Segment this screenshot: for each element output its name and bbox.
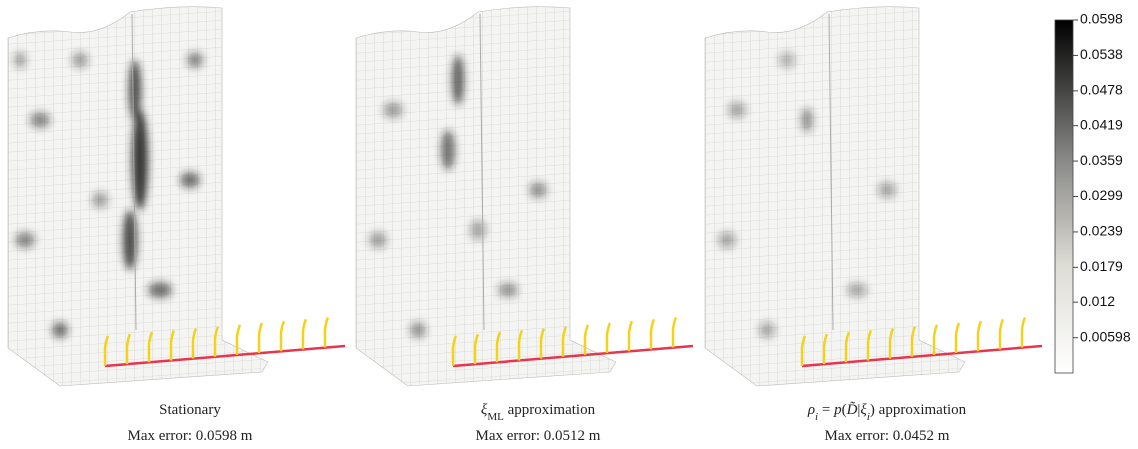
sensor — [259, 323, 262, 353]
error-blob — [441, 130, 455, 170]
caption-part: approximation — [504, 402, 596, 418]
error-blob — [180, 172, 200, 188]
sensor — [281, 321, 284, 351]
error-blob — [92, 192, 108, 208]
error-blob — [452, 55, 464, 105]
caption-part: ) approximation — [870, 402, 967, 418]
sensor — [1000, 319, 1003, 349]
caption: ρi = p(D̃|ξi) approximation — [807, 402, 967, 423]
colorbar-label: 0.0359 — [1080, 152, 1123, 168]
colorbar-label: 0.0239 — [1080, 223, 1123, 239]
caption-part: Stationary — [159, 402, 221, 418]
error-blob — [30, 112, 50, 128]
error-blob — [498, 283, 518, 297]
sensor — [651, 319, 654, 349]
surface-render — [356, 7, 693, 386]
colorbar-label: 0.012 — [1080, 293, 1115, 309]
sensor — [607, 323, 610, 353]
error-blob — [369, 232, 387, 248]
sensor — [978, 321, 981, 351]
colorbar-label: 0.0299 — [1080, 187, 1123, 203]
error-blob — [728, 102, 746, 118]
caption-part: ML — [487, 411, 504, 423]
sensor — [1022, 318, 1025, 348]
error-blob — [52, 322, 68, 338]
figure: Stationary Max error: 0.0598 m ξML approxi… — [0, 0, 1138, 449]
colorbar-label: 0.0179 — [1080, 258, 1123, 274]
surface — [705, 7, 965, 386]
error-blob — [72, 52, 88, 68]
error-blob — [801, 108, 813, 132]
error-blob — [15, 232, 35, 248]
colorbar-label: 0.0419 — [1080, 116, 1123, 132]
error-blob — [14, 52, 26, 68]
sensor — [673, 318, 676, 348]
colorbar-label: 0.0478 — [1080, 82, 1123, 98]
error-blob — [529, 182, 547, 198]
error-blob — [779, 52, 795, 68]
caption: Stationary — [159, 402, 221, 418]
colorbar — [1055, 20, 1073, 373]
sensor — [325, 318, 328, 348]
error-label: Max error: 0.0598 m — [128, 428, 253, 444]
error-blob — [187, 52, 203, 68]
caption-part: = — [818, 402, 834, 418]
caption-part: ρ — [807, 402, 815, 418]
error-blob — [759, 322, 775, 338]
sensor — [303, 319, 306, 349]
error-blob — [847, 283, 867, 297]
error-blob — [410, 322, 426, 338]
sensor — [629, 321, 632, 351]
error-blob — [878, 182, 896, 198]
error-label: Max error: 0.0452 m — [825, 428, 950, 444]
colorbar-label: 0.0538 — [1080, 46, 1123, 62]
surface-render — [8, 7, 345, 386]
error-blob — [718, 232, 736, 248]
colorbar-label: 0.00598 — [1080, 328, 1131, 344]
surface — [356, 7, 616, 386]
error-blob — [470, 220, 486, 240]
error-label: Max error: 0.0512 m — [476, 428, 601, 444]
surface-render — [705, 7, 1042, 386]
sensor — [956, 323, 959, 353]
caption-part: D̃ — [846, 402, 858, 418]
colorbar-label: 0.0598 — [1080, 11, 1123, 27]
error-blob — [383, 102, 403, 118]
caption: ξML approximation — [481, 402, 596, 423]
error-blob — [148, 282, 172, 298]
